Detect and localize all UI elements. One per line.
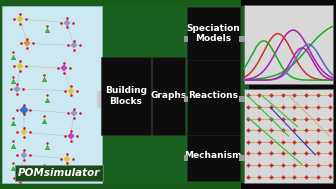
Text: Building
Blocks: Building Blocks: [105, 86, 146, 106]
Bar: [244, 89, 333, 183]
Bar: [2, 6, 249, 183]
Text: Graphs: Graphs: [151, 91, 187, 100]
Bar: [187, 57, 240, 135]
Bar: [239, 36, 245, 42]
Bar: [239, 96, 245, 102]
Text: Mechanism: Mechanism: [184, 151, 242, 160]
Bar: [239, 155, 245, 161]
Text: Speciation
Models: Speciation Models: [186, 24, 240, 43]
Bar: [184, 96, 188, 102]
Text: POMsimulator: POMsimulator: [17, 168, 100, 178]
Bar: [244, 5, 333, 84]
Bar: [97, 91, 103, 108]
Bar: [184, 155, 188, 161]
Bar: [184, 36, 188, 42]
Bar: [187, 129, 240, 181]
Bar: [152, 57, 185, 135]
Bar: [2, 6, 102, 183]
Text: Reactions: Reactions: [188, 91, 238, 100]
Bar: [241, 0, 336, 189]
Bar: [187, 7, 240, 60]
Bar: [101, 57, 151, 135]
